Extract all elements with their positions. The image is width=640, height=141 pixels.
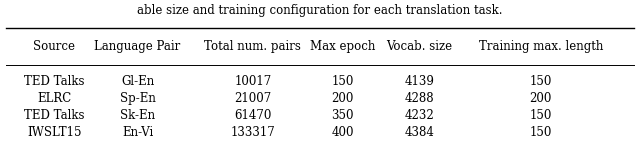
Text: 21007: 21007	[234, 92, 271, 105]
Text: 4232: 4232	[404, 109, 434, 122]
Text: 133317: 133317	[230, 126, 275, 139]
Text: IWSLT15: IWSLT15	[27, 126, 82, 139]
Text: Source: Source	[33, 40, 76, 53]
Text: 150: 150	[530, 109, 552, 122]
Text: 150: 150	[530, 75, 552, 88]
Text: 150: 150	[332, 75, 353, 88]
Text: TED Talks: TED Talks	[24, 75, 84, 88]
Text: able size and training configuration for each translation task.: able size and training configuration for…	[137, 4, 503, 17]
Text: En-Vi: En-Vi	[122, 126, 153, 139]
Text: Max epoch: Max epoch	[310, 40, 375, 53]
Text: Training max. length: Training max. length	[479, 40, 603, 53]
Text: 4139: 4139	[404, 75, 434, 88]
Text: TED Talks: TED Talks	[24, 109, 84, 122]
Text: 350: 350	[331, 109, 354, 122]
Text: Vocab. size: Vocab. size	[386, 40, 452, 53]
Text: 200: 200	[530, 92, 552, 105]
Text: 200: 200	[332, 92, 353, 105]
Text: Gl-En: Gl-En	[121, 75, 154, 88]
Text: 4288: 4288	[404, 92, 434, 105]
Text: Sp-En: Sp-En	[120, 92, 156, 105]
Text: 150: 150	[530, 126, 552, 139]
Text: ELRC: ELRC	[37, 92, 72, 105]
Text: Language Pair: Language Pair	[95, 40, 180, 53]
Text: Sk-En: Sk-En	[120, 109, 155, 122]
Text: Total num. pairs: Total num. pairs	[204, 40, 301, 53]
Text: 4384: 4384	[404, 126, 434, 139]
Text: 400: 400	[331, 126, 354, 139]
Text: 61470: 61470	[234, 109, 271, 122]
Text: 10017: 10017	[234, 75, 271, 88]
